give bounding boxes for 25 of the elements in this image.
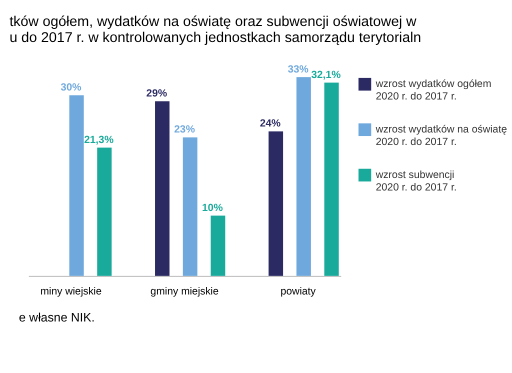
x-tick-label: miny wiejskie [40,286,102,298]
data-label: 33% [288,64,309,76]
bar [182,137,198,276]
data-label: 23% [174,124,195,136]
data-label: 24% [260,118,281,130]
data-label: 32,1% [311,70,341,81]
bar [296,77,311,276]
x-tick-label: powiaty [280,286,317,298]
legend-label: wzrost wydatków ogółem 2020 r. do 2017 r. [374,79,492,102]
text: e własne NIK. [18,310,95,324]
text: u do 2017 r. w kontrolowanych jednostkach samorządu terytorialn [9,30,422,46]
bar [155,101,170,276]
bar [324,82,339,276]
data-label: 21,3% [84,134,114,146]
data-label: 30% [60,82,82,94]
text: tków ogółem, wydatków na oświatę oraz subwencji oświatowej w [9,14,416,30]
bar [268,131,284,276]
data-label: 29% [146,88,168,100]
legend-label: wzrost wydatków na oświatę 2020 r. do 2017 r. [374,124,508,148]
bar [97,148,112,276]
data-label: 10% [202,202,223,214]
x-tick-label: gminy miejskie [150,286,219,298]
bar [210,216,226,276]
legend-label: wzrost subwencji 2020 r. do 2017 r. [374,170,457,194]
bar [69,95,84,276]
